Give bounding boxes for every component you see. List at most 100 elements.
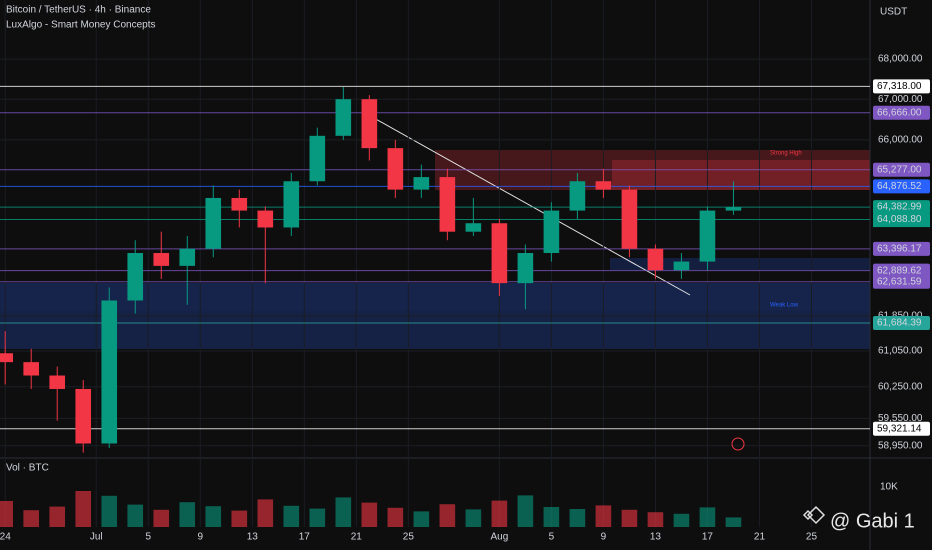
candle-body xyxy=(153,253,170,266)
x-tick-label: 5 xyxy=(549,532,555,543)
price-label: 62,631.59 xyxy=(877,276,922,287)
y-tick-label: 66,000.00 xyxy=(878,135,923,146)
candle-body xyxy=(75,388,92,444)
price-label: 59,321.14 xyxy=(877,423,922,434)
price-label-box xyxy=(873,421,930,436)
price-label-box xyxy=(873,162,930,177)
candle-body xyxy=(283,181,300,228)
price-label: 65,277.00 xyxy=(877,164,922,175)
x-tick-label: 24 xyxy=(0,532,11,543)
volume-bar xyxy=(595,505,612,527)
annotation: Weak Low xyxy=(770,303,799,309)
candle-body xyxy=(49,375,66,389)
price-label: 64,088.80 xyxy=(877,214,922,225)
y-tick-label: 61,050.00 xyxy=(878,346,923,357)
x-tick-label: 17 xyxy=(702,532,714,543)
volume-bar xyxy=(205,506,222,527)
volume-bar xyxy=(179,502,196,527)
price-label-box xyxy=(873,79,930,94)
price-label-box xyxy=(873,212,930,227)
indicator: LuxAlgo - Smart Money Concepts xyxy=(6,20,156,31)
volume-bar xyxy=(465,509,482,527)
y-tick-label: 61,850.00 xyxy=(878,310,923,321)
candle-body xyxy=(231,197,248,211)
x-tick-label: 21 xyxy=(754,532,766,543)
candle-body xyxy=(595,181,612,190)
candle-body xyxy=(699,210,716,262)
watermark: @ Gabi 1 xyxy=(830,510,915,532)
volume-bar xyxy=(127,504,144,527)
price-label: 61,684.39 xyxy=(877,318,922,329)
volume-bar xyxy=(101,495,118,527)
price-label-box xyxy=(873,274,930,289)
alert-icon[interactable] xyxy=(731,437,745,451)
candle-body xyxy=(335,99,352,136)
demand-zone xyxy=(0,311,870,349)
candle-body xyxy=(127,253,144,301)
price-label: 64,876.52 xyxy=(877,181,922,192)
candle-body xyxy=(101,300,118,444)
y-tick-label: 58,950.00 xyxy=(878,440,923,451)
volume-bar xyxy=(413,511,430,527)
volume-bar xyxy=(231,510,248,527)
x-tick-label: 13 xyxy=(650,532,662,543)
volume-bar xyxy=(517,495,534,527)
candle-body xyxy=(439,177,456,232)
candle-body xyxy=(491,223,508,284)
price-label: 64,382.99 xyxy=(877,202,922,213)
volume-bar xyxy=(569,509,586,527)
candle-body xyxy=(205,197,222,249)
x-tick-label: 25 xyxy=(403,532,415,543)
x-tick-label: 5 xyxy=(145,532,151,543)
candle-body xyxy=(309,135,326,182)
volume-bar xyxy=(257,499,274,527)
candle-body xyxy=(257,210,274,228)
volume-bar xyxy=(153,509,170,527)
volume-bar xyxy=(75,491,92,527)
volume-bar xyxy=(699,507,716,527)
x-tick-label: 9 xyxy=(601,532,607,543)
volume-bar xyxy=(23,510,40,527)
y-tick-label: 59,550.00 xyxy=(878,413,923,424)
price-label: 67,318.00 xyxy=(877,81,922,92)
watermark-logo xyxy=(802,505,826,525)
candle-body xyxy=(647,248,664,271)
candle-body xyxy=(621,189,638,249)
volume-bar xyxy=(283,505,300,527)
volume-bar xyxy=(543,507,560,527)
volume-bar xyxy=(0,501,14,527)
candle-body xyxy=(413,177,430,190)
price-label: 62,889.62 xyxy=(877,265,922,276)
candle-body xyxy=(569,181,586,211)
candle-body xyxy=(23,362,40,376)
x-tick-label: 17 xyxy=(299,532,311,543)
volume-tick-label: 10K xyxy=(880,482,898,493)
annotation: Strong High xyxy=(770,151,802,157)
x-tick-label: 21 xyxy=(351,532,363,543)
price-label-box xyxy=(873,105,930,120)
candle-body xyxy=(387,148,404,190)
candle-body xyxy=(0,353,14,363)
price-label-box xyxy=(873,200,930,215)
volume-bar xyxy=(387,507,404,527)
x-tick-label: 13 xyxy=(247,532,259,543)
price-label-box xyxy=(873,241,930,256)
x-tick-label: 25 xyxy=(806,532,818,543)
demand-zone xyxy=(0,283,870,311)
volume-bar xyxy=(335,497,352,527)
candle-body xyxy=(725,207,742,211)
volume-bar xyxy=(673,513,690,527)
candle-body xyxy=(673,261,690,271)
volume-bar xyxy=(725,517,742,527)
x-tick-label: Aug xyxy=(490,532,508,543)
trendline xyxy=(364,112,691,296)
price-label: 63,396.17 xyxy=(877,244,922,255)
currency: USDT xyxy=(880,7,907,18)
volume-bar xyxy=(491,500,508,527)
y-tick-label: 68,000.00 xyxy=(878,54,923,65)
candle-body xyxy=(465,223,482,232)
symbol: Bitcoin / TetherUS · 4h · Binance xyxy=(6,5,151,16)
candle-body xyxy=(543,210,560,254)
